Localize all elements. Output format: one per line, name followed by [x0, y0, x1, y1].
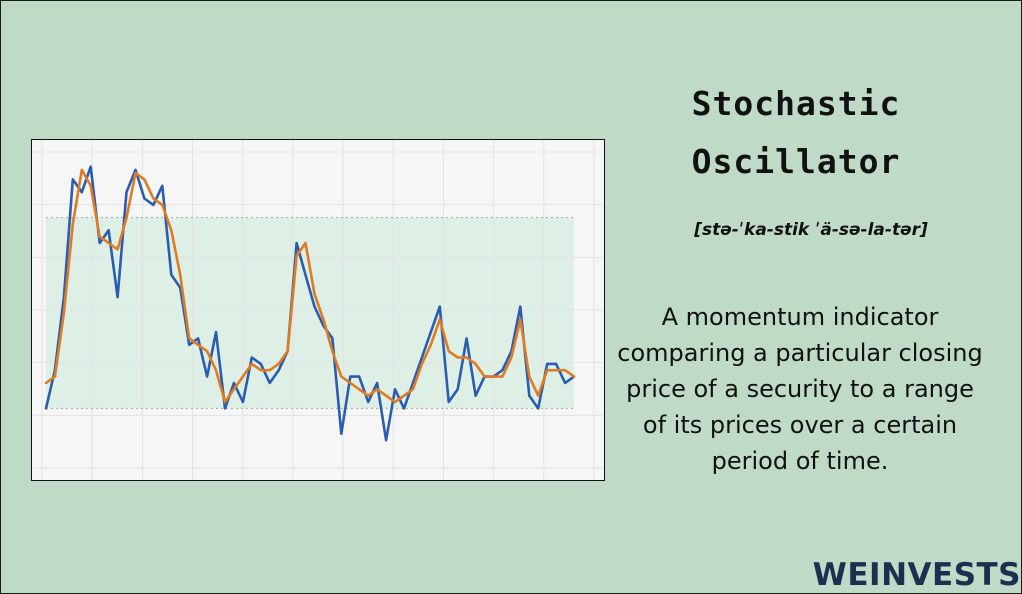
- page-title: Stochastic Oscillator: [691, 84, 901, 181]
- overbought-oversold-band: [46, 217, 574, 409]
- pronunciation: [stə-ˈka-stik ˈä-sə-la-tər]: [694, 220, 928, 240]
- grid-lines: [32, 140, 604, 480]
- definition-text: A momentum indicator comparing a particu…: [617, 303, 983, 475]
- band-boundary-lines: [46, 217, 574, 409]
- brand-logo: WEINVESTS: [812, 557, 1021, 593]
- series-layer: [44, 165, 576, 442]
- chart-svg: [32, 140, 604, 480]
- slow-d-line: [44, 168, 576, 404]
- stochastic-chart: [31, 139, 605, 481]
